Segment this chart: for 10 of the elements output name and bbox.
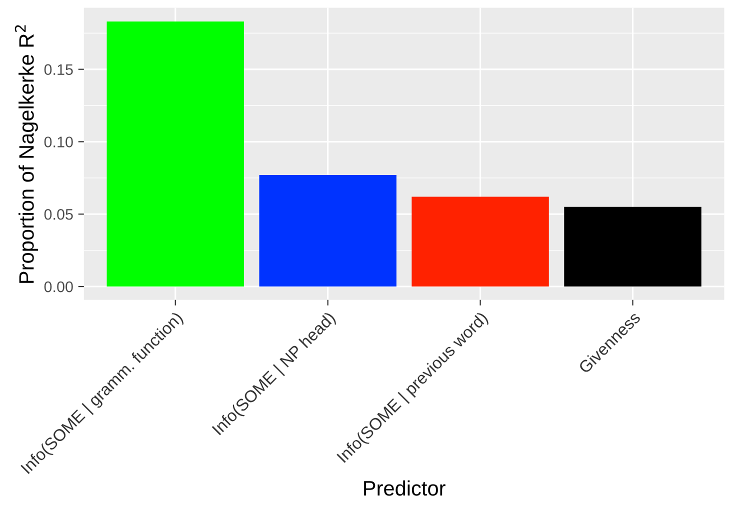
bar xyxy=(259,175,396,287)
y-tick-label: 0.05 xyxy=(44,208,73,220)
y-axis-title: Proportion of Nagelkerke R$^{2}$ xyxy=(14,25,38,283)
y-tick-label: 0.10 xyxy=(44,136,73,148)
y-tick-label: 0.00 xyxy=(44,281,73,292)
x-axis-title: Predictor xyxy=(364,480,446,496)
bar xyxy=(564,206,702,287)
bar xyxy=(412,196,549,287)
bar xyxy=(106,22,244,287)
y-tick-label: 0.15 xyxy=(44,64,73,75)
